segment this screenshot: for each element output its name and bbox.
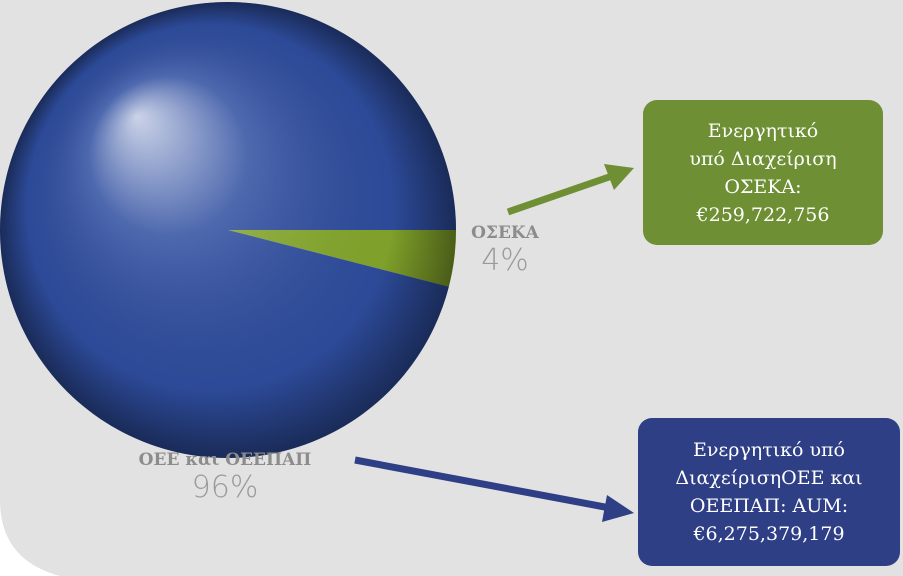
callout-text: ΔιαχείρισηΟΕΕ και [675, 467, 862, 489]
callout-text: Ενεργητικό [708, 120, 818, 142]
arrow-head [604, 164, 634, 190]
callout-text: Ενεργητικό υπό [693, 439, 845, 461]
callout-text: ΟΕΕΠΑΠ: AUM: [690, 495, 848, 517]
callout-box [638, 418, 900, 566]
arrow-head [602, 495, 634, 522]
slice-value-label: 96% [192, 470, 259, 505]
callout-text: €259,722,756 [696, 204, 830, 226]
arrow [506, 172, 614, 216]
callout-text: ΟΣΕΚΑ: [724, 176, 801, 198]
callout-text: υπό Διαχείριση [689, 148, 836, 170]
arrow [354, 456, 611, 512]
slice-label: ΟΣΕΚΑ [471, 223, 540, 243]
pie-shading [0, 2, 456, 458]
callout-text: €6,275,379,179 [692, 523, 844, 545]
slice-label: ΟΕΕ και ΟΕΕΠΑΠ [139, 450, 312, 470]
callout-box [643, 100, 883, 245]
slice-value-label: 4% [481, 243, 529, 278]
